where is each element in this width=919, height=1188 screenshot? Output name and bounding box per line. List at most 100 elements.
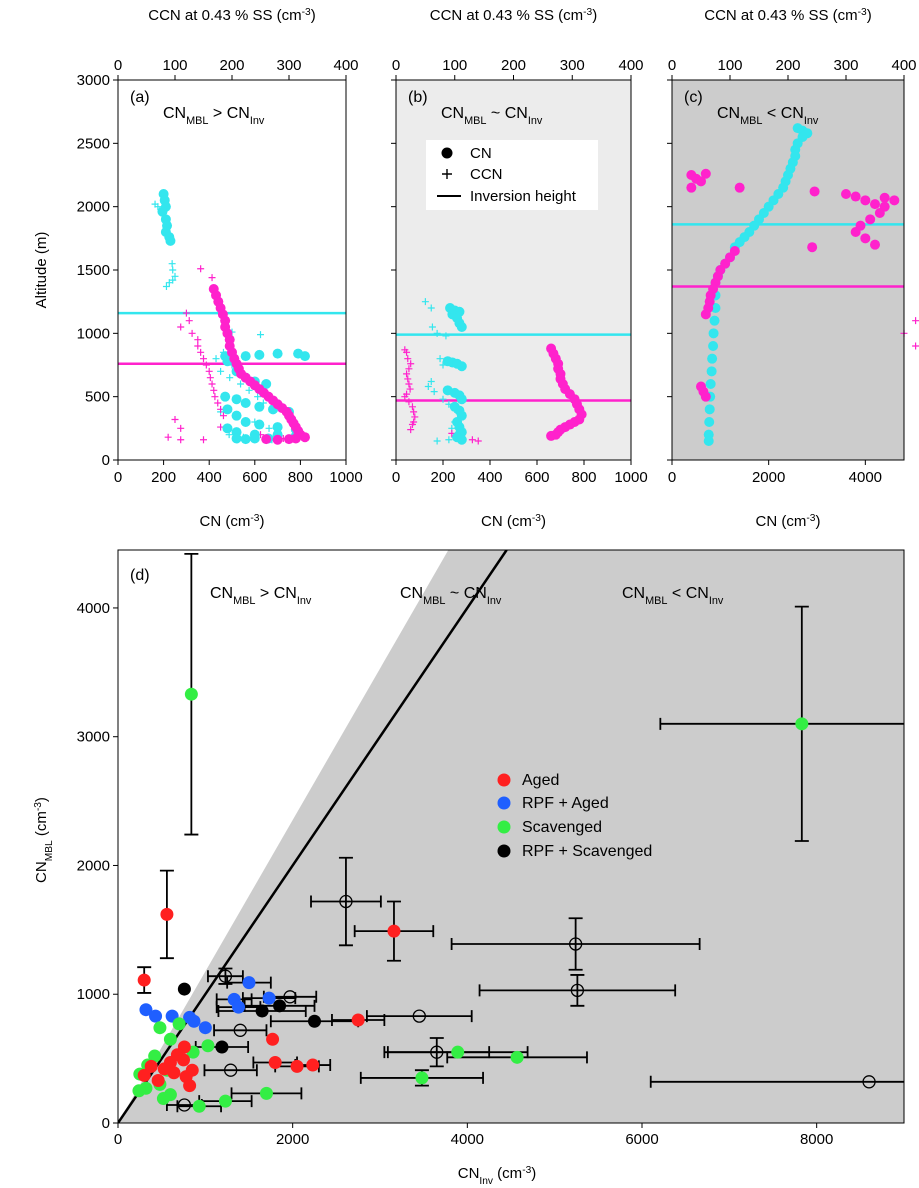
- data-point-open: [430, 1045, 444, 1059]
- data-point-rpf-aged: [198, 1021, 212, 1035]
- ccn-point-mbl: [405, 365, 413, 373]
- ccn-point-mbl: [185, 317, 193, 325]
- x-tick-label: 1000: [329, 469, 362, 486]
- cn-point-inversion: [254, 349, 265, 360]
- top-tick-label: 200: [501, 57, 526, 74]
- data-point-aged: [306, 1058, 320, 1072]
- ccn-point-mbl: [912, 317, 919, 325]
- cn-point-mbl: [696, 176, 706, 187]
- ccn-point-inversion: [439, 395, 447, 403]
- cn-point-mbl: [807, 242, 818, 253]
- cn-point-inversion: [704, 417, 715, 427]
- ccn-point-inversion: [171, 272, 179, 280]
- ccn-point-inversion: [436, 355, 444, 363]
- cn-point-inversion: [272, 422, 283, 433]
- cn-point-inversion: [157, 206, 168, 217]
- ccn-point-inversion: [217, 367, 225, 375]
- cn-point-inversion: [240, 417, 251, 427]
- ccn-point-inversion: [245, 386, 253, 394]
- cn-point-mbl: [700, 168, 711, 179]
- y-tick-label: 1000: [77, 986, 110, 1003]
- ccn-point-mbl: [411, 413, 419, 421]
- ccn-point-mbl: [405, 398, 413, 406]
- ccn-point-mbl: [404, 375, 412, 383]
- data-point-open: [283, 990, 297, 1004]
- ccn-point-inversion: [169, 266, 177, 274]
- data-point-aged: [160, 907, 174, 921]
- ccn-point-inversion: [226, 374, 234, 382]
- data-point-rpf-scavenged: [255, 1004, 269, 1018]
- ccn-point-inversion: [427, 304, 435, 312]
- data-point-aged: [387, 924, 401, 938]
- cn-point-inversion: [240, 398, 251, 408]
- ccn-point-inversion: [212, 355, 220, 363]
- data-point-aged: [266, 1032, 280, 1046]
- ccn-point-mbl: [474, 437, 482, 445]
- ccn-point-mbl: [208, 274, 216, 282]
- ccn-point-mbl: [177, 424, 185, 432]
- top-axis-label: CCN at 0.43 % SS (cm-3): [704, 7, 871, 25]
- ccn-point-mbl: [468, 436, 476, 444]
- ccn-point-mbl: [404, 355, 412, 363]
- x-tick-label: 2000: [752, 469, 785, 486]
- data-point-aged: [268, 1055, 282, 1069]
- ccn-point-mbl: [408, 421, 416, 429]
- top-tick-label: 0: [668, 57, 676, 74]
- ccn-point-inversion: [257, 331, 264, 339]
- data-point-aged: [144, 1059, 158, 1073]
- data-point-aged: [137, 973, 151, 987]
- top-tick-label: 0: [392, 57, 400, 74]
- data-point-aged: [351, 1013, 365, 1027]
- regime-label: CNMBL > CNInv: [163, 105, 265, 127]
- x-tick-label: 0: [668, 469, 676, 486]
- ccn-point-mbl: [405, 380, 413, 388]
- data-point-aged: [290, 1059, 304, 1073]
- cn-point-inversion: [231, 394, 242, 405]
- x-tick-label: 400: [197, 469, 222, 486]
- data-point-scavenged: [259, 1086, 273, 1100]
- ccn-point-inversion: [442, 332, 450, 340]
- ccn-point-inversion: [168, 260, 176, 268]
- legend-marker-cn: [441, 147, 453, 159]
- x-tick-label: 600: [524, 469, 549, 486]
- data-point-rpf-aged: [187, 1014, 201, 1028]
- cn-point-mbl: [686, 182, 697, 193]
- cn-point-inversion: [709, 315, 720, 326]
- panel-d: 0 2000 4000 6000 8000 0 1000 2000 3000 4000 CNInv …: [33, 549, 905, 1187]
- y-tick-label: 3000: [77, 72, 110, 89]
- cn-point-inversion: [456, 434, 467, 445]
- regime-label: CNMBL < CNInv: [717, 105, 819, 127]
- cn-point-inversion: [706, 366, 717, 377]
- x-error-bar: [659, 717, 904, 730]
- cn-point-inversion: [249, 433, 260, 444]
- top-tick-label: 300: [560, 57, 585, 74]
- y-tick-label: 1000: [77, 325, 110, 342]
- data-point-scavenged: [795, 717, 809, 731]
- cn-point-inversion: [456, 361, 467, 372]
- x-error-bar: [213, 1024, 268, 1037]
- ccn-point-mbl: [194, 336, 202, 344]
- top-tick-label: 300: [833, 57, 858, 74]
- cn-point-inversion: [703, 436, 714, 446]
- top-tick-label: 100: [717, 57, 742, 74]
- x-axis-label: CNInv (cm-3): [458, 1165, 537, 1187]
- y-tick-label: 2000: [77, 199, 110, 216]
- y-tick-label: 500: [85, 389, 110, 406]
- cn-point-inversion: [708, 341, 719, 351]
- cn-point-mbl: [546, 430, 557, 441]
- legend-marker: [497, 820, 511, 834]
- panel-background: [396, 80, 631, 460]
- region-label: CNMBL > CNInv: [210, 585, 312, 607]
- panel-label: (c): [684, 89, 703, 106]
- ccn-point-inversion: [433, 437, 441, 445]
- x-axis-label: CN (cm-3): [481, 513, 546, 531]
- data-point-open: [233, 1023, 247, 1037]
- cn-point-inversion: [220, 391, 231, 402]
- cn-point-mbl: [299, 432, 310, 443]
- x-error-bar: [649, 1075, 904, 1088]
- ccn-point-inversion: [237, 380, 245, 388]
- cn-point-mbl: [734, 182, 745, 193]
- legend-label: RPF + Aged: [522, 795, 609, 812]
- data-point-open: [862, 1075, 876, 1089]
- cn-point-inversion: [254, 401, 265, 412]
